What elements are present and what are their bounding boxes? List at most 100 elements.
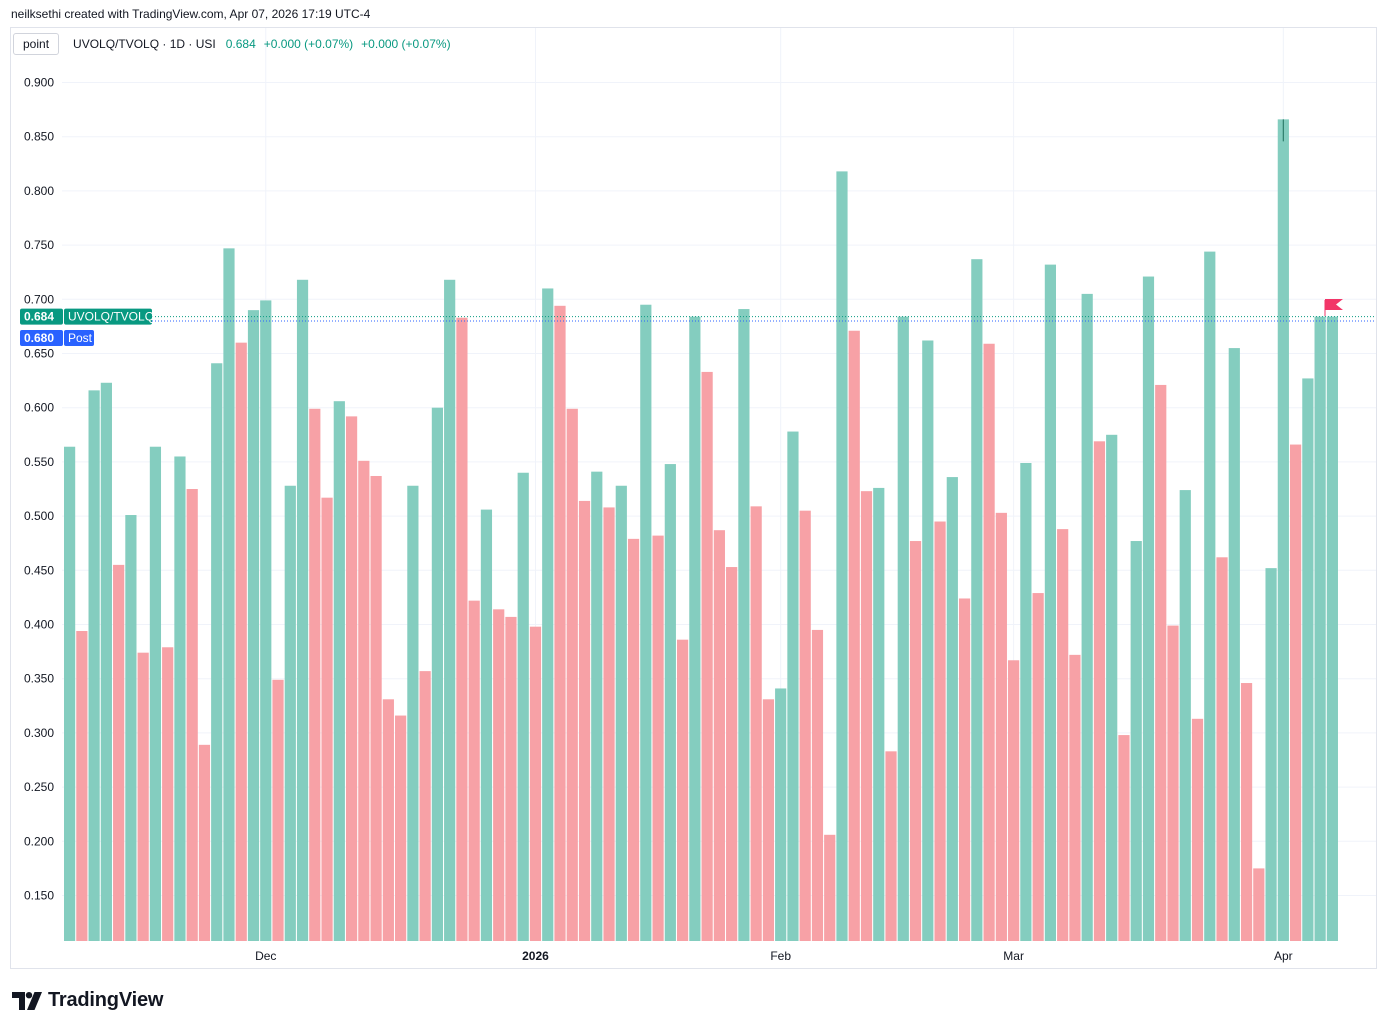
y-tick-label: 0.350 [24, 672, 54, 686]
bar-up [836, 171, 848, 941]
x-tick-label: Apr [1274, 949, 1293, 963]
bar-up [897, 316, 909, 941]
bar-up [211, 363, 223, 942]
bar-down [419, 671, 431, 941]
bar-up [775, 688, 787, 941]
bar-up [1044, 264, 1056, 941]
bar-up [689, 316, 701, 941]
bar-down [235, 342, 247, 941]
bar-up [1228, 348, 1240, 942]
bar-up [971, 259, 983, 941]
y-tick-label: 0.700 [24, 292, 54, 306]
bar-up [664, 464, 676, 941]
bar-up [873, 487, 885, 941]
bar-down [762, 699, 775, 941]
bar-up [615, 485, 627, 941]
post-label-box [64, 329, 94, 346]
y-tick-label: 0.200 [24, 834, 54, 848]
bar-down [726, 567, 738, 941]
bar-up [260, 300, 272, 941]
chart-credit: neilksethi created with TradingView.com,… [11, 7, 371, 21]
bar-down [505, 616, 517, 941]
bar-down [848, 330, 860, 942]
symbol-label[interactable]: UVOLQ/TVOLQ · 1D · USI [73, 37, 216, 51]
bar-down [578, 500, 591, 941]
y-tick-label: 0.300 [24, 726, 54, 740]
y-tick-label: 0.150 [24, 889, 54, 903]
bar-up [542, 288, 554, 942]
bar-down [1057, 529, 1069, 941]
bar-down [186, 489, 198, 941]
last-price-box [20, 308, 63, 325]
y-tick-label: 0.600 [24, 401, 54, 415]
x-tick-label: Feb [770, 949, 791, 963]
bar-down [321, 497, 333, 941]
bar-up [787, 431, 799, 941]
bar-down [750, 506, 762, 941]
point-mode-button[interactable]: point [13, 33, 60, 55]
bar-up [1277, 119, 1289, 941]
series-legend: point UVOLQ/TVOLQ · 1D · USI 0.684 +0.00… [13, 32, 459, 56]
bar-up [1302, 378, 1314, 941]
post-label-text: Post [68, 331, 93, 345]
bar-up [1106, 434, 1118, 941]
change-value-2: +0.000 (+0.07%) [361, 37, 451, 51]
bar-down [113, 564, 125, 941]
bar-down [701, 371, 713, 942]
bar-up [88, 390, 100, 942]
x-tick-label: Mar [1003, 949, 1024, 963]
bar-down [885, 751, 897, 941]
bar-down [713, 530, 725, 941]
bar-down [811, 629, 824, 941]
bar-up [1204, 251, 1216, 941]
bar-up [1130, 541, 1142, 941]
bar-up [223, 248, 235, 942]
bar-down [554, 305, 566, 942]
bar-down [1216, 557, 1228, 941]
bar-down [493, 609, 505, 941]
bar-down [983, 343, 995, 941]
bar-up [738, 309, 750, 941]
y-tick-label: 0.450 [24, 563, 54, 577]
bar-up [1326, 316, 1338, 941]
x-tick-label: 2026 [522, 949, 549, 963]
bar-up [480, 509, 493, 941]
bar-up [149, 446, 162, 941]
y-tick-label: 0.850 [24, 130, 54, 144]
bar-down [1008, 660, 1020, 941]
bar-up [125, 515, 137, 941]
y-tick-label: 0.650 [24, 347, 54, 361]
bar-down [1240, 683, 1253, 941]
bar-down [603, 507, 615, 941]
bar-down [1155, 384, 1167, 941]
bar-down [677, 639, 689, 941]
bar-up [1179, 490, 1191, 941]
bar-up [174, 456, 186, 941]
bar-down [799, 510, 811, 941]
bar-up [444, 279, 456, 942]
last-price-name-box [64, 308, 152, 325]
tradingview-logo[interactable]: TradingView [12, 989, 163, 1012]
tradingview-logo-text: TradingView [48, 989, 164, 1011]
chart-frame [10, 27, 1377, 969]
last-value: 0.684 [225, 37, 256, 51]
bar-down [1167, 625, 1179, 941]
bar-down [934, 521, 946, 941]
bar-up [946, 477, 958, 941]
bar-down [860, 491, 873, 941]
bar-down [370, 475, 382, 941]
bar-up [1142, 276, 1155, 941]
post-price-box [20, 329, 63, 346]
y-tick-label: 0.750 [24, 238, 54, 252]
bar-down [456, 317, 468, 941]
bar-down [1290, 444, 1302, 941]
y-tick-label: 0.250 [24, 780, 54, 794]
bar-down [566, 408, 578, 941]
bar-up [640, 304, 652, 942]
bar-up [100, 382, 112, 941]
bar-up [333, 401, 345, 941]
change-value: +0.000 (+0.07%) [263, 37, 354, 51]
bar-down [1253, 868, 1265, 941]
y-tick-label: 0.400 [24, 618, 54, 632]
